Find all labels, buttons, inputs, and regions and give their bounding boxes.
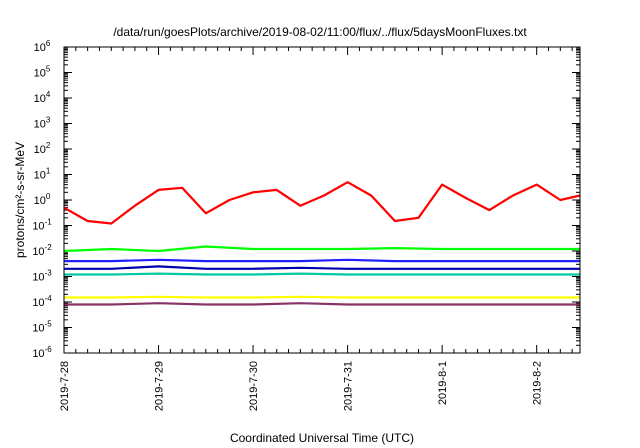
- x-tick-label: 2019-7-28: [59, 361, 71, 411]
- y-tick-label: 10-6: [32, 345, 52, 360]
- x-tick-label: 2019-7-31: [343, 361, 355, 411]
- plot-frame: [63, 46, 581, 354]
- y-tick-label: 104: [34, 90, 51, 105]
- series-line-5: [64, 265, 580, 270]
- y-tick-label: 10-1: [32, 218, 52, 233]
- x-axis-ticks: 2019-7-28 2019-7-29 2019-7-30 2019-7-31 2019…: [59, 47, 573, 411]
- x-tick-label: 2019-7-29: [154, 361, 166, 411]
- y-tick-label: 10-3: [32, 269, 52, 284]
- y-tick-label: 102: [34, 141, 51, 156]
- y-axis-ticks: 10-6 10-5 10-4 10-3 10-2 10-1 100 101 102 103 104 1…: [32, 39, 580, 360]
- chart-title: /data/run/goesPlots/archive/2019-08-02/1…: [113, 25, 527, 39]
- series-line-3: [64, 272, 580, 276]
- y-tick-label: 105: [34, 65, 51, 80]
- plot-series: [63, 181, 581, 306]
- x-tick-label: 2019-7-30: [248, 361, 260, 411]
- y-tick-label: 101: [34, 167, 51, 182]
- y-tick-label: 10-5: [32, 320, 52, 335]
- x-tick-label: 2019-8-2: [532, 361, 544, 405]
- series-line-1: [63, 181, 581, 225]
- series-line-6: [64, 295, 580, 299]
- series-line-7: [64, 302, 580, 306]
- y-axis-label: protons/cm²-s-sr-MeV: [13, 142, 27, 258]
- series-line-2: [63, 245, 580, 253]
- y-tick-label: 10-2: [32, 243, 52, 258]
- x-axis-label: Coordinated Universal Time (UTC): [230, 431, 414, 445]
- y-tick-label: 10-4: [32, 294, 52, 309]
- y-tick-label: 106: [34, 39, 51, 54]
- y-tick-label: 100: [34, 192, 51, 207]
- series-line-4: [64, 258, 580, 263]
- y-tick-label: 103: [34, 116, 51, 131]
- x-tick-label: 2019-8-1: [437, 361, 449, 405]
